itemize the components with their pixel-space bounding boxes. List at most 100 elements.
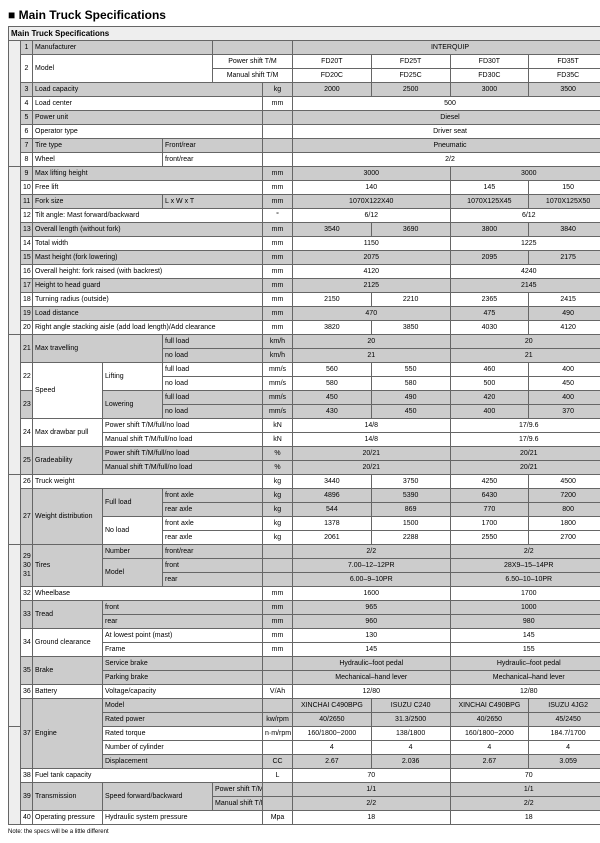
- value: 12/80: [293, 685, 451, 699]
- value: 2210: [371, 293, 450, 307]
- value: 160/1800~2000: [450, 727, 529, 741]
- value: 460: [450, 363, 529, 377]
- row-num: 7: [21, 139, 33, 153]
- unit: Mpa: [263, 811, 293, 825]
- value: 500: [450, 377, 529, 391]
- sublabel: Parking brake: [103, 671, 263, 685]
- row-num: 17: [21, 279, 33, 293]
- value: 12/80: [450, 685, 600, 699]
- value: 1/1: [450, 783, 600, 797]
- value: 40/2650: [293, 713, 372, 727]
- value: 550: [371, 363, 450, 377]
- value: 2150: [293, 293, 372, 307]
- value: 4: [371, 741, 450, 755]
- model: FD30T: [450, 55, 529, 69]
- value: 4: [450, 741, 529, 755]
- value: 7200: [529, 489, 600, 503]
- value: 70: [450, 769, 600, 783]
- value: 150: [529, 181, 600, 195]
- sublabel: front: [103, 601, 263, 615]
- side-tab-weight: [9, 475, 21, 545]
- value: 18: [450, 811, 600, 825]
- unit: mm: [263, 293, 293, 307]
- row-label: Brake: [33, 657, 103, 685]
- value: 1150: [293, 237, 451, 251]
- value: 4120: [293, 265, 451, 279]
- value: ISUZU 4JG2: [529, 699, 600, 713]
- value: 544: [293, 503, 372, 517]
- row-label: Load center: [33, 97, 263, 111]
- page-title: Main Truck Specifications: [8, 8, 600, 22]
- value: 2/2: [450, 797, 600, 811]
- unit: %: [263, 461, 293, 475]
- row-num: 13: [21, 223, 33, 237]
- sublabel: Hydraulic system pressure: [103, 811, 263, 825]
- value: 3820: [293, 321, 372, 335]
- value: 6/12: [450, 209, 600, 223]
- unit: kw/rpm: [263, 713, 293, 727]
- value: Driver seat: [293, 125, 600, 139]
- row-label: Operator type: [33, 125, 263, 139]
- side-tab-driveline: [9, 727, 21, 825]
- value: 2075: [293, 251, 451, 265]
- row-num: 35: [21, 657, 33, 685]
- row-label: Transmission: [33, 783, 103, 811]
- side-tab-performance: [9, 335, 21, 475]
- value: 2145: [450, 279, 600, 293]
- sublabel: Service brake: [103, 657, 263, 671]
- value: 4250: [450, 475, 529, 489]
- unit: mm: [263, 265, 293, 279]
- sublabel: full load: [163, 363, 263, 377]
- row-label: Engine: [33, 699, 103, 769]
- value: 2550: [450, 531, 529, 545]
- sublabel: Manual shift T/M/full/no load: [103, 433, 263, 447]
- value: 1070X125X45: [450, 195, 529, 209]
- sublabel: full load: [163, 335, 263, 349]
- row-num: 11: [21, 195, 33, 209]
- unit: mm: [263, 615, 293, 629]
- spec-table: Main Truck Specifications 1 Manufacturer…: [8, 26, 600, 825]
- value: 20: [450, 335, 600, 349]
- value: 4: [293, 741, 372, 755]
- row-num: 9: [21, 167, 33, 181]
- value: 40/2650: [450, 713, 529, 727]
- unit: mm: [263, 601, 293, 615]
- row-label: Free lift: [33, 181, 263, 195]
- value: 145: [450, 181, 529, 195]
- row-num: 6: [21, 125, 33, 139]
- value: 1070X122X40: [293, 195, 451, 209]
- value: 3750: [371, 475, 450, 489]
- row-label: Manufacturer: [33, 41, 213, 55]
- row-num: 21: [21, 335, 33, 363]
- value: 31.3/2500: [371, 713, 450, 727]
- value: 6/12: [293, 209, 451, 223]
- row-label: Tires: [33, 545, 103, 587]
- value: 18: [293, 811, 451, 825]
- value: 1/1: [293, 783, 451, 797]
- value: 3000: [450, 83, 529, 97]
- row-label: Turning radius (outside): [33, 293, 263, 307]
- value: 20/21: [450, 447, 600, 461]
- row-label: Load capacity: [33, 83, 263, 97]
- row-num: 37: [21, 699, 33, 769]
- sublabel: front: [163, 559, 263, 573]
- sublabel: rear: [103, 615, 263, 629]
- unit: mm: [263, 279, 293, 293]
- sublabel: Rated torque: [103, 727, 263, 741]
- sublabel: full load: [163, 391, 263, 405]
- sublabel: Displacement: [103, 755, 263, 769]
- sublabel: At lowest point (mast): [103, 629, 263, 643]
- row-num: 20: [21, 321, 33, 335]
- value: Pneumatic: [293, 139, 600, 153]
- sublabel: Model: [103, 559, 163, 587]
- value: 20: [293, 335, 451, 349]
- value: 138/1800: [371, 727, 450, 741]
- value: 980: [450, 615, 600, 629]
- value: 560: [293, 363, 372, 377]
- value: 140: [293, 181, 451, 195]
- sublabel: no load: [163, 377, 263, 391]
- value: 1700: [450, 517, 529, 531]
- value: 2.036: [371, 755, 450, 769]
- value: 184.7/1700: [529, 727, 600, 741]
- model: FD25T: [371, 55, 450, 69]
